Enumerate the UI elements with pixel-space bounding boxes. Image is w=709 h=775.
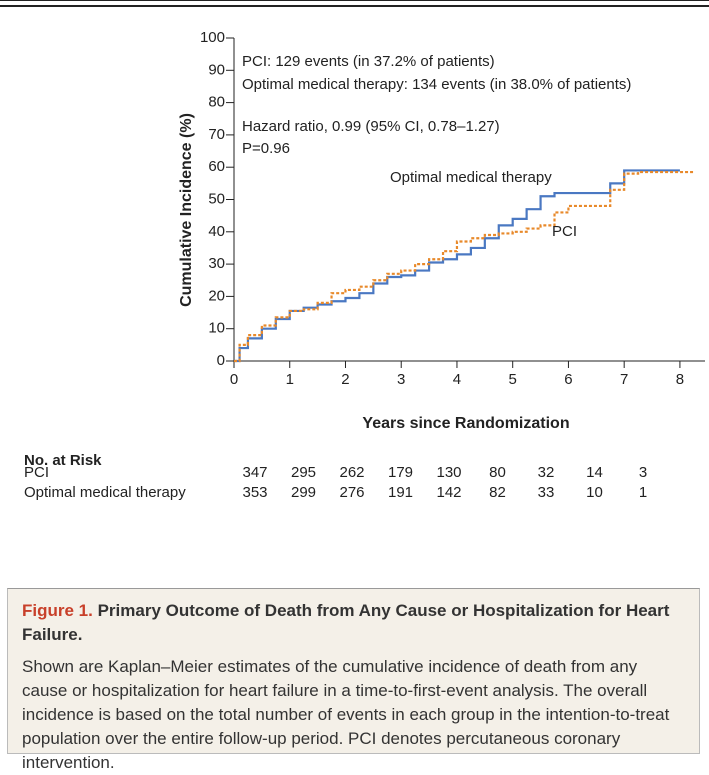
risk-value: 10 xyxy=(586,484,603,501)
series-line xyxy=(234,169,680,363)
y-tick-label: 0 xyxy=(217,352,225,369)
risk-value: 347 xyxy=(242,464,267,481)
y-tick-label: 20 xyxy=(208,287,225,304)
risk-value: 276 xyxy=(339,484,364,501)
x-tick-label: 1 xyxy=(286,371,294,388)
y-tick-label: 100 xyxy=(200,29,225,46)
risk-value: 82 xyxy=(489,484,506,501)
risk-value: 14 xyxy=(586,464,603,481)
risk-row-name: PCI xyxy=(24,464,49,481)
y-tick-label: 40 xyxy=(208,223,225,240)
figure-title: Primary Outcome of Death from Any Cause … xyxy=(22,601,670,644)
risk-value: 3 xyxy=(639,464,647,481)
risk-value: 299 xyxy=(291,484,316,501)
y-tick-label: 80 xyxy=(208,94,225,111)
figure-label: Figure 1. xyxy=(22,601,93,620)
risk-value: 353 xyxy=(242,484,267,501)
risk-value: 130 xyxy=(436,464,461,481)
caption: Figure 1. Primary Outcome of Death from … xyxy=(7,588,700,772)
y-tick-label: 70 xyxy=(208,126,225,143)
annotation: Hazard ratio, 0.99 (95% CI, 0.78–1.27) xyxy=(242,118,500,135)
y-tick-label: 30 xyxy=(208,255,225,272)
y-axis-label: Cumulative Incidence (%) xyxy=(178,113,195,307)
chart: Cumulative Incidence (%) Years since Ran… xyxy=(24,29,705,501)
x-tick-label: 8 xyxy=(676,371,684,388)
risk-value: 80 xyxy=(489,464,506,481)
series-label: Optimal medical therapy xyxy=(390,169,552,186)
annotation: Optimal medical therapy: 134 events (in … xyxy=(242,76,631,93)
x-tick-label: 5 xyxy=(509,371,517,388)
y-tick-label: 60 xyxy=(208,158,225,175)
risk-value: 33 xyxy=(538,484,555,501)
x-tick-label: 4 xyxy=(453,371,461,388)
risk-value: 262 xyxy=(339,464,364,481)
risk-title: No. at Risk xyxy=(24,452,102,469)
risk-value: 1 xyxy=(639,484,647,501)
annotation: PCI: 129 events (in 37.2% of patients) xyxy=(242,53,495,70)
risk-value: 179 xyxy=(388,464,413,481)
x-axis-label: Years since Randomization xyxy=(362,415,569,432)
risk-value: 142 xyxy=(436,484,461,501)
caption-heading: Figure 1. Primary Outcome of Death from … xyxy=(22,599,685,647)
risk-value: 295 xyxy=(291,464,316,481)
top-rule xyxy=(0,0,709,7)
x-tick-label: 2 xyxy=(341,371,349,388)
caption-text: Shown are Kaplan–Meier estimates of the … xyxy=(22,657,670,772)
y-tick-label: 10 xyxy=(208,320,225,337)
risk-value: 32 xyxy=(538,464,555,481)
x-tick-label: 6 xyxy=(564,371,572,388)
annotation: P=0.96 xyxy=(242,140,290,157)
x-tick-label: 0 xyxy=(230,371,238,388)
x-tick-label: 7 xyxy=(620,371,628,388)
y-tick-label: 50 xyxy=(208,190,225,207)
series-line xyxy=(234,170,694,363)
x-tick-label: 3 xyxy=(397,371,405,388)
y-tick-label: 90 xyxy=(208,61,225,78)
risk-row-name: Optimal medical therapy xyxy=(24,484,186,501)
series-label: PCI xyxy=(552,223,577,240)
risk-value: 191 xyxy=(388,484,413,501)
